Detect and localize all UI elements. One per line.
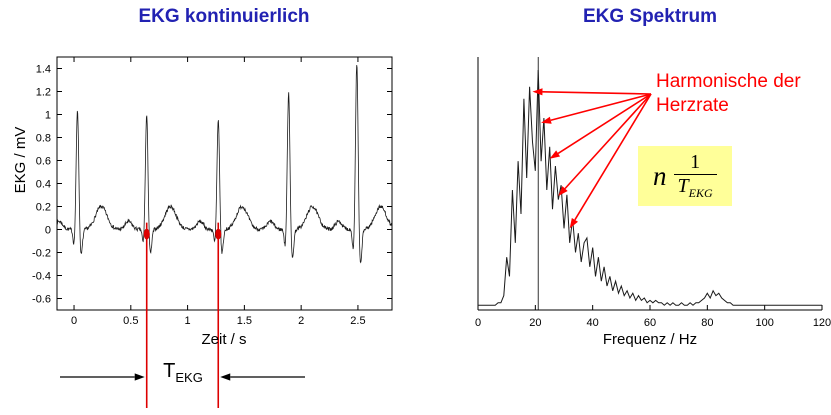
dimension-arrow-right-head bbox=[220, 373, 231, 381]
tick-label: 1.2 bbox=[36, 87, 51, 99]
tick-label: 0 bbox=[475, 317, 481, 329]
formula-numerator: 1 bbox=[690, 151, 701, 173]
ekg-y-axis-label: EKG / mV bbox=[12, 126, 29, 194]
dimension-arrow-left-head bbox=[134, 373, 145, 381]
tick-label: -0.6 bbox=[32, 294, 51, 306]
tick-label: 40 bbox=[587, 317, 599, 329]
tick-label: -0.2 bbox=[32, 248, 51, 260]
formula-factor-n: n bbox=[653, 160, 667, 191]
ecg-trace bbox=[56, 65, 393, 264]
tick-label: 0.4 bbox=[36, 179, 51, 191]
harmonic-arrow-shaft bbox=[550, 93, 652, 122]
tick-label: 2 bbox=[298, 315, 304, 327]
tick-label: 60 bbox=[644, 317, 656, 329]
formula-denominator-base: T bbox=[677, 175, 689, 197]
tick-label: 1.4 bbox=[36, 64, 51, 76]
interval-label: TEKG bbox=[150, 360, 216, 385]
tick-label: 0.2 bbox=[36, 202, 51, 214]
tick-label: 20 bbox=[529, 317, 541, 329]
period-marker-dot bbox=[215, 228, 222, 240]
harmonic-arrow-shaft bbox=[557, 93, 652, 155]
harmonics-formula: n 1 TEKG bbox=[638, 146, 732, 206]
tick-label: -0.4 bbox=[32, 271, 51, 283]
period-marker-dot bbox=[143, 228, 150, 240]
tick-label: 0 bbox=[71, 315, 77, 327]
tick-label: 1 bbox=[45, 110, 51, 122]
harmonic-arrow-head bbox=[569, 217, 578, 229]
tick-label: 2.5 bbox=[350, 315, 365, 327]
right-chart-title: EKG Spektrum bbox=[582, 6, 718, 27]
harmonic-arrow-head bbox=[549, 150, 561, 159]
interval-label-base: T bbox=[163, 360, 176, 382]
tick-label: 80 bbox=[701, 317, 713, 329]
formula-denominator-sub: EKG bbox=[688, 186, 713, 200]
harmonics-annotation: Harmonische der Herzrate bbox=[656, 71, 801, 116]
spectrum-trace bbox=[478, 69, 822, 306]
tick-label: 120 bbox=[813, 317, 831, 329]
harmonic-arrow-shaft bbox=[564, 93, 652, 190]
formula-denominator: TEKG bbox=[673, 174, 717, 201]
time-axis-label: Zeit / s bbox=[201, 331, 247, 348]
harmonic-arrow-shaft bbox=[542, 91, 652, 95]
harmonic-arrow-head bbox=[532, 88, 543, 96]
harmonic-arrow-shaft bbox=[574, 93, 652, 221]
tick-label: 0.8 bbox=[36, 133, 51, 145]
ekg-time-chart: 0 0.5 1 1.5 2 2.5 -0.6 -0.4 -0.2 0 0.2 0.4 0.6 0.8 1 1.… bbox=[32, 56, 393, 408]
formula-fraction: 1 TEKG bbox=[673, 151, 717, 201]
tick-label: 0.6 bbox=[36, 156, 51, 168]
tick-label: 1.5 bbox=[237, 315, 252, 327]
frequency-axis-label: Frequenz / Hz bbox=[602, 331, 698, 348]
harmonic-arrow-head bbox=[541, 116, 552, 124]
left-chart-title: EKG kontinuierlich bbox=[138, 6, 310, 27]
ekg-spectrum-chart: 0 20 40 60 80 100 120 bbox=[475, 57, 831, 329]
harmonic-arrow-head bbox=[558, 186, 568, 196]
tick-label: 0 bbox=[45, 225, 51, 237]
plot-frame bbox=[56, 56, 393, 311]
tick-label: 100 bbox=[755, 317, 773, 329]
tick-label: 0.5 bbox=[123, 315, 138, 327]
interval-label-sub: EKG bbox=[175, 370, 203, 385]
tick-label: 1 bbox=[185, 315, 191, 327]
